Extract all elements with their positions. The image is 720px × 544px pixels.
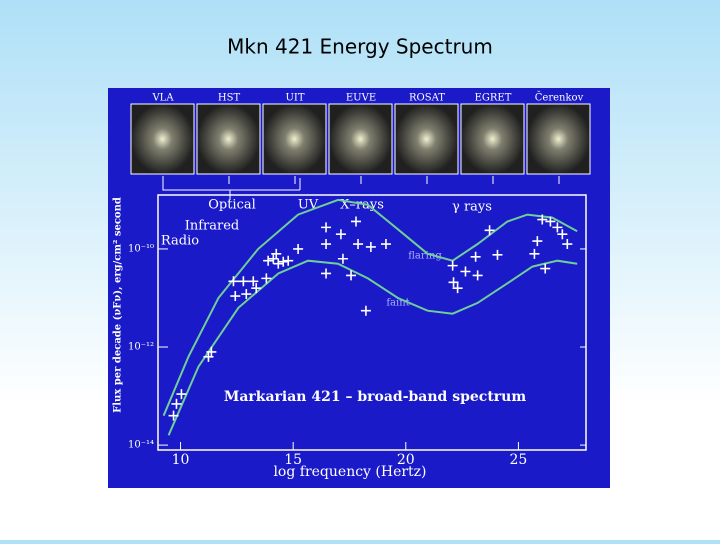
data-point: [337, 253, 348, 264]
data-point: [540, 263, 551, 274]
data-point: [273, 258, 284, 269]
thumbnail-label: Čerenkov: [535, 92, 584, 104]
data-point: [228, 276, 239, 287]
data-point: [448, 277, 459, 288]
slide-title: Mkn 421 Energy Spectrum: [227, 35, 493, 59]
data-point: [321, 239, 332, 250]
thumbnail: [130, 103, 195, 175]
data-point: [230, 291, 241, 302]
data-point: [470, 251, 481, 262]
model-curve: [167, 259, 578, 436]
annotation: flaring: [408, 251, 442, 262]
data-point: [321, 222, 332, 233]
data-point: [346, 270, 357, 281]
data-point: [335, 229, 346, 240]
data-point: [492, 249, 503, 260]
x-tick-label: 10: [172, 452, 190, 468]
annotation: faint: [386, 298, 409, 309]
data-point: [251, 283, 262, 294]
annotation: Infrared: [185, 219, 240, 234]
thumbnail: [460, 103, 525, 175]
plot-frame: [157, 194, 587, 451]
data-point: [557, 229, 568, 240]
thumbnail: [526, 103, 591, 175]
thumbnail: [196, 103, 261, 175]
data-point: [353, 239, 364, 250]
data-point: [351, 216, 362, 227]
data-point: [529, 248, 540, 259]
data-point: [460, 266, 471, 277]
data-point: [278, 256, 289, 267]
thumbnail: [262, 103, 327, 175]
thumbnail-label: UIT: [285, 93, 304, 104]
data-point: [321, 268, 332, 279]
thumbnail-label: HST: [218, 93, 241, 104]
thumbnail-label: EUVE: [346, 93, 376, 104]
data-point: [171, 398, 182, 409]
data-point: [484, 225, 495, 236]
data-point: [365, 241, 376, 252]
data-point: [472, 270, 483, 281]
data-point: [176, 389, 187, 400]
thumbnail: [328, 103, 393, 175]
data-point: [206, 346, 217, 357]
data-point: [263, 255, 274, 266]
thumbnail: [394, 103, 459, 175]
data-point: [545, 216, 556, 227]
y-tick-label: 10⁻¹²: [128, 342, 154, 353]
thumbnail-label: ROSAT: [409, 93, 445, 104]
data-point: [380, 239, 391, 250]
x-tick-label: 20: [397, 452, 415, 468]
y-tick-label: 10⁻¹⁰: [128, 243, 154, 254]
data-point: [360, 305, 371, 316]
data-point: [261, 273, 272, 284]
thumbnail-label: EGRET: [475, 93, 512, 104]
thumbnail-label: VLA: [151, 93, 174, 104]
data-point: [562, 239, 573, 250]
y-axis-label: Flux per decade (νFν), erg/cm² second: [113, 197, 124, 413]
x-tick-label: 15: [284, 452, 302, 468]
annotation: γ rays: [452, 200, 492, 215]
thumbnails: VLA HST UIT EUVE ROSAT EGRET Čerenkov: [130, 92, 591, 200]
data-point: [552, 222, 563, 233]
data-point: [241, 289, 252, 300]
data-point: [452, 283, 463, 294]
annotation: Radio: [161, 234, 199, 249]
chart-title: Markarian 421 – broad-band spectrum: [224, 389, 527, 405]
x-axis-label: log frequency (Hertz): [273, 464, 426, 480]
annotation: X–rays: [340, 198, 384, 213]
data-point: [168, 410, 179, 421]
data-point: [271, 248, 282, 259]
annotation: Optical: [208, 198, 256, 213]
data-point: [238, 276, 249, 287]
y-tick-label: 10⁻¹⁴: [128, 440, 154, 451]
data-point: [447, 260, 458, 271]
data-point: [248, 276, 259, 287]
data-point: [532, 236, 543, 247]
data-point: [283, 255, 294, 266]
data-point: [293, 243, 304, 254]
data-point: [537, 214, 548, 225]
x-tick-label: 25: [510, 452, 528, 468]
